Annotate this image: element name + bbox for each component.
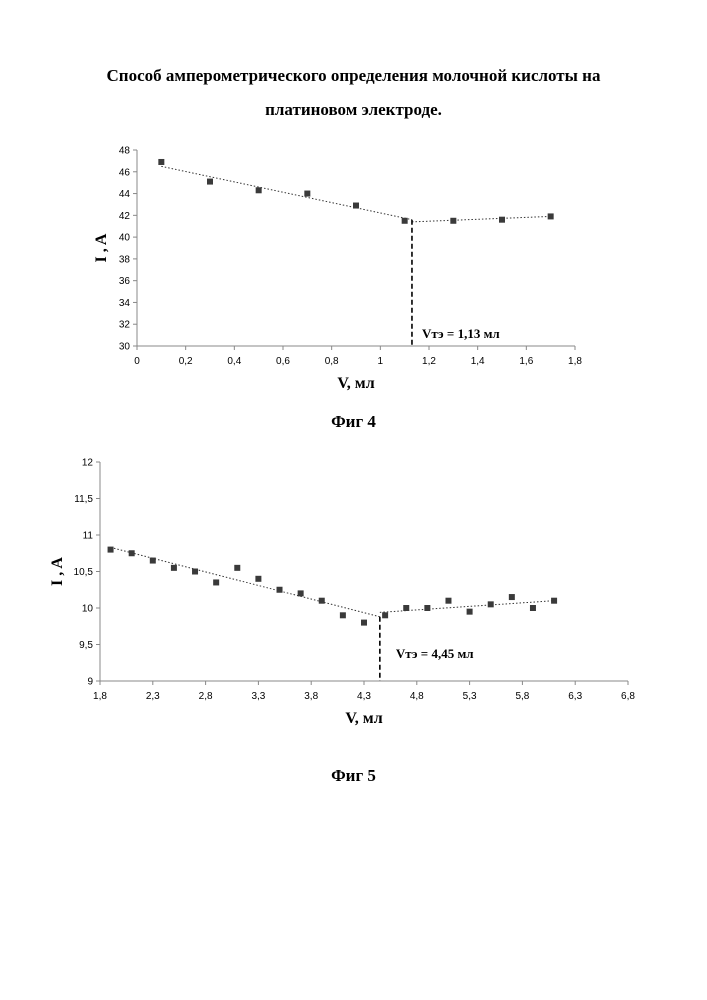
data-point [207, 179, 213, 185]
data-point [158, 159, 164, 165]
document-title-line2: платиновом электроде. [40, 100, 667, 120]
data-point [530, 605, 536, 611]
x-tick-label: 1,6 [519, 356, 533, 367]
x-tick-label: 6,8 [621, 691, 635, 702]
document-title-line1: Способ амперометрического определения мо… [40, 66, 667, 86]
y-axis-title: I , A [93, 233, 110, 262]
x-axis-title: V, мл [337, 375, 374, 392]
y-tick-label: 9,5 [79, 640, 93, 651]
x-axis-title: V, мл [345, 710, 382, 727]
x-tick-label: 0,2 [179, 356, 193, 367]
data-point [488, 601, 494, 607]
data-point [340, 612, 346, 618]
data-point [361, 620, 367, 626]
data-point [445, 598, 451, 604]
y-axis-title: I , A [49, 557, 66, 586]
y-tick-label: 34 [119, 298, 131, 309]
data-point [548, 213, 554, 219]
x-tick-label: 1,8 [568, 356, 582, 367]
data-point [298, 590, 304, 596]
data-point [551, 598, 557, 604]
x-tick-label: 0,6 [276, 356, 290, 367]
y-tick-label: 44 [119, 189, 131, 200]
equivalence-annotation: Vтэ = 4,45 мл [396, 646, 474, 661]
data-point [129, 550, 135, 556]
data-point [277, 587, 283, 593]
data-point [213, 579, 219, 585]
data-point [450, 218, 456, 224]
y-tick-label: 11 [83, 531, 94, 542]
x-tick-label: 2,8 [199, 691, 213, 702]
x-tick-label: 3,8 [304, 691, 318, 702]
data-point [108, 547, 114, 553]
y-tick-label: 40 [119, 233, 131, 244]
x-tick-label: 0,4 [227, 356, 241, 367]
data-point [424, 605, 430, 611]
data-point [319, 598, 325, 604]
y-tick-label: 30 [119, 342, 131, 353]
data-point [171, 565, 177, 571]
chart-fig5: 9 9,5 10 10,5 11 11,5 12 1,8 2,3 2,8 3,3 3,8 4,3 4,8 5… [0, 452, 707, 742]
x-tick-label: 6,3 [568, 691, 582, 702]
figure-caption-fig5: Фиг 5 [0, 766, 707, 786]
x-tick-label: 5,3 [463, 691, 477, 702]
y-tick-label: 9 [87, 677, 93, 688]
y-tick-label: 32 [119, 320, 131, 331]
figure-caption-fig4: Фиг 4 [0, 412, 707, 432]
data-point [256, 187, 262, 193]
data-point [499, 217, 505, 223]
y-tick-label: 42 [119, 211, 131, 222]
x-tick-label: 0,8 [325, 356, 339, 367]
data-point [150, 558, 156, 564]
y-tick-label: 48 [119, 146, 131, 157]
data-point [353, 203, 359, 209]
y-tick-label: 38 [119, 254, 131, 265]
y-tick-label: 11,5 [74, 494, 93, 505]
trendline [412, 216, 551, 221]
y-tick-label: 46 [119, 167, 131, 178]
x-tick-label: 1,2 [422, 356, 436, 367]
x-tick-label: 0 [134, 356, 140, 367]
x-tick-label: 4,8 [410, 691, 424, 702]
x-tick-label: 4,3 [357, 691, 371, 702]
data-point [403, 605, 409, 611]
data-point [304, 191, 310, 197]
x-tick-label: 1,4 [471, 356, 485, 367]
x-tick-label: 2,3 [146, 691, 160, 702]
data-point [255, 576, 261, 582]
data-point [402, 218, 408, 224]
data-point [382, 612, 388, 618]
x-tick-label: 3,3 [251, 691, 265, 702]
y-tick-label: 12 [82, 458, 94, 469]
trendline [161, 166, 412, 219]
y-tick-label: 10,5 [74, 567, 94, 578]
x-tick-label: 1,8 [93, 691, 107, 702]
data-point [467, 609, 473, 615]
y-tick-label: 36 [119, 276, 131, 287]
y-tick-label: 10 [82, 604, 94, 615]
x-tick-label: 1 [378, 356, 384, 367]
chart-fig4: 30 32 34 36 38 40 42 44 46 48 0 0,2 0,4 0,6 0,8 1 1,2 1,4… [0, 140, 707, 400]
equivalence-annotation: Vтэ = 1,13 мл [422, 326, 500, 341]
x-tick-label: 5,8 [515, 691, 529, 702]
data-point [509, 594, 515, 600]
data-point [192, 569, 198, 575]
data-point [234, 565, 240, 571]
